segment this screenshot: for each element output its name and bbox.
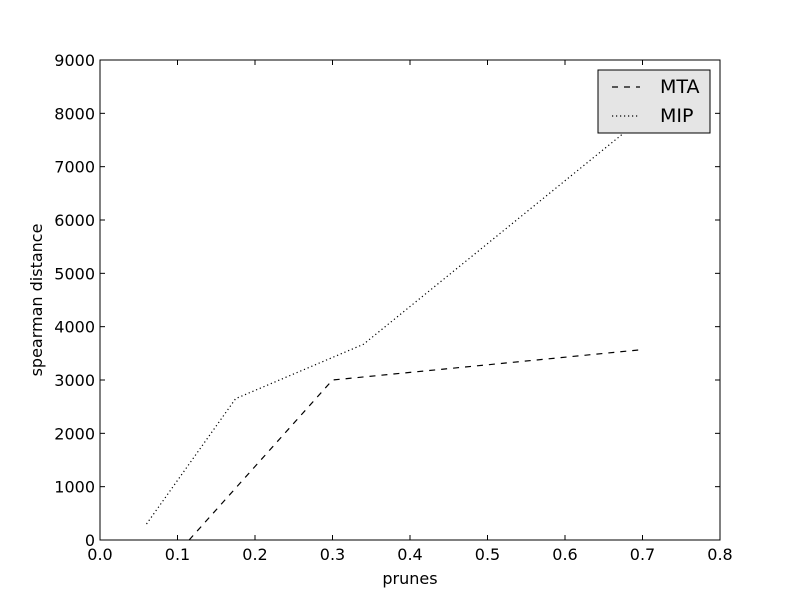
x-tick-label: 0.1 xyxy=(165,545,190,564)
y-tick-label: 4000 xyxy=(54,318,95,337)
series-layer xyxy=(146,70,702,541)
legend-label-mta: MTA xyxy=(660,76,700,98)
y-tick-label: 7000 xyxy=(54,158,95,177)
y-tick-label: 6000 xyxy=(54,211,95,230)
x-tick-label: 0.6 xyxy=(552,545,577,564)
y-tick-label: 8000 xyxy=(54,104,95,123)
y-tick-label: 0 xyxy=(85,531,95,550)
y-tick-label: 2000 xyxy=(54,424,95,443)
legend-box xyxy=(597,69,711,134)
x-tick-label: 0.8 xyxy=(707,545,732,564)
series-line-mta xyxy=(188,349,643,541)
y-tick-label: 3000 xyxy=(54,371,95,390)
x-tick-label: 0.5 xyxy=(475,545,500,564)
ticks-layer: 0.0 0.1 0.2 0.3 0.4 0.5 0.6 0.7 0.8 0 1000 2000 3000… xyxy=(54,51,732,564)
x-axis-title: prunes xyxy=(382,569,437,588)
series-line-mip xyxy=(146,70,702,525)
y-tick-label: 5000 xyxy=(54,264,95,283)
y-axis-title: spearman distance xyxy=(27,224,46,377)
x-tick-label: 0.4 xyxy=(397,545,422,564)
x-tick-label: 0.0 xyxy=(87,545,112,564)
x-tick-label: 0.3 xyxy=(320,545,345,564)
x-tick-label: 0.2 xyxy=(242,545,267,564)
plot-frame xyxy=(99,59,721,541)
y-tick-label: 1000 xyxy=(54,478,95,497)
x-tick-label: 0.7 xyxy=(630,545,655,564)
y-tick-label: 9000 xyxy=(54,51,95,70)
legend: MTA MIP xyxy=(597,69,711,134)
plot-area xyxy=(100,60,720,540)
legend-label-mip: MIP xyxy=(660,105,693,127)
